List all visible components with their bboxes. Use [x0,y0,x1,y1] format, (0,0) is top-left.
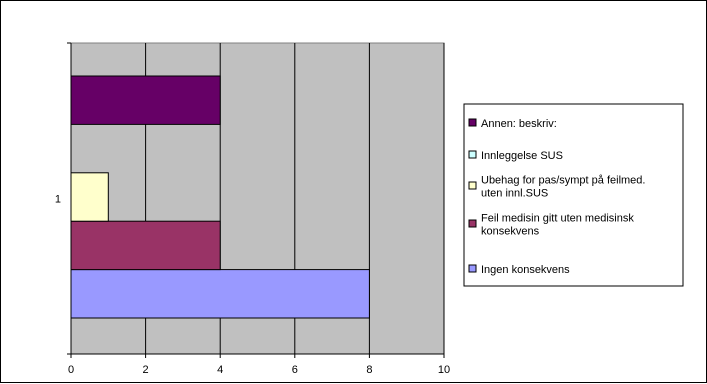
legend-swatch [468,118,477,127]
bar-1 [70,220,221,271]
x-tick-label: 0 [68,364,74,376]
x-tick-label: 6 [292,364,298,376]
legend-box [463,103,684,287]
legend-label: Feil medisin gitt uten medisinsk [481,213,634,225]
legend-swatch [468,150,477,159]
x-tick-label: 8 [366,364,372,376]
bar-4 [70,75,221,125]
x-tick-label: 4 [217,364,223,376]
legend-swatch [468,181,477,190]
legend: Annen: beskriv: Innleggelse SUS Ubehag for… [463,103,684,287]
x-tick-label: 10 [438,364,450,376]
axis-layer: 0 2 4 6 8 10 1 [55,42,450,376]
legend-label: Ubehag for pas/sympt på feilmed. [481,175,645,187]
legend-label: Annen: beskriv: [481,118,557,130]
legend-label: Innleggelse SUS [481,150,563,162]
bar-2 [70,172,109,222]
y-category-label: 1 [55,194,61,206]
legend-swatch [468,264,477,273]
legend-label: konsekvens [481,226,540,238]
legend-label: uten innl.SUS [481,188,548,200]
bar-0 [70,269,370,319]
x-tick-label: 2 [143,364,149,376]
legend-swatch [468,219,477,228]
legend-label: Ingen konsekvens [481,264,570,276]
